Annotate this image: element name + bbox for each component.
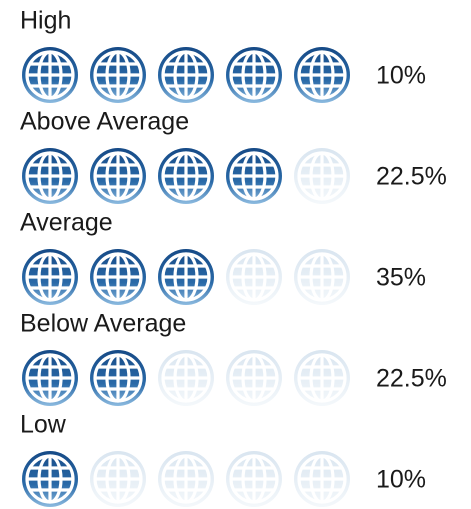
globe-filled (20, 146, 80, 206)
globe-filled (88, 247, 148, 307)
row-label: Above Average (20, 108, 189, 136)
globe-filled (88, 348, 148, 408)
row-label: High (20, 7, 71, 35)
globe-filled (156, 45, 216, 105)
row-percent: 35% (376, 264, 426, 292)
globe-filled (292, 45, 352, 105)
globe-filled (20, 247, 80, 307)
row-percent: 22.5% (376, 163, 447, 191)
row-label: Below Average (20, 310, 186, 338)
globe-filled (20, 348, 80, 408)
row-percent: 22.5% (376, 365, 447, 393)
globe-empty (224, 449, 284, 509)
globe-empty (156, 348, 216, 408)
globe-filled (20, 45, 80, 105)
globe-filled (224, 146, 284, 206)
globe-empty (88, 449, 148, 509)
row-percent: 10% (376, 62, 426, 90)
globe-empty (292, 146, 352, 206)
row-label: Average (20, 209, 113, 237)
globe-empty (292, 348, 352, 408)
globe-empty (292, 449, 352, 509)
globe-filled (156, 146, 216, 206)
globe-filled (20, 449, 80, 509)
globe-filled (88, 146, 148, 206)
row-label: Low (20, 411, 67, 439)
globe-filled (88, 45, 148, 105)
globe-empty (224, 247, 284, 307)
globe-empty (224, 348, 284, 408)
row-percent: 10% (376, 466, 426, 494)
globe-empty (156, 449, 216, 509)
globe-filled (224, 45, 284, 105)
globe-empty (292, 247, 352, 307)
globe-filled (156, 247, 216, 307)
